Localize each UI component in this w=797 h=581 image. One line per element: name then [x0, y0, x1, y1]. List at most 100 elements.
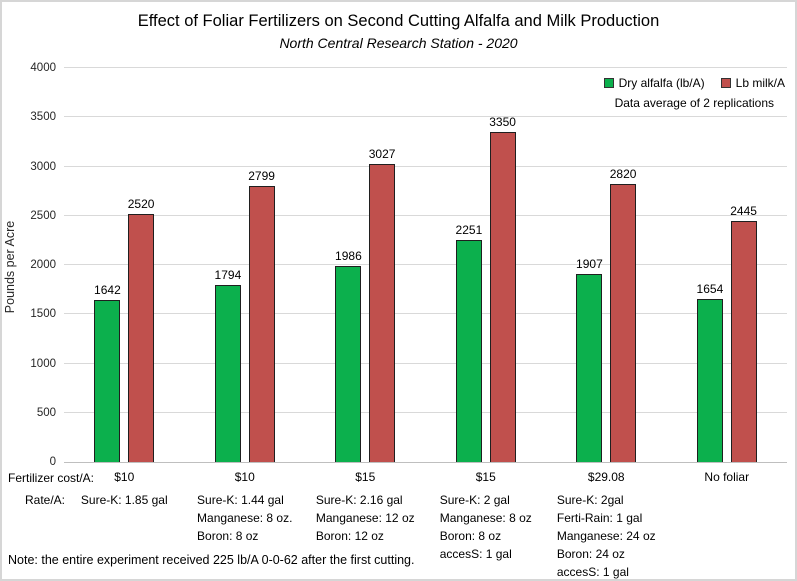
- rate-column: Sure-K: 2gal Ferti-Rain: 1 gal Manganese: …: [546, 491, 667, 579]
- bar-value-label: 1794: [214, 268, 242, 283]
- y-axis-tick-label: 1500: [30, 308, 56, 321]
- gridline: [64, 67, 787, 68]
- gridline: [64, 264, 787, 265]
- rate-details: Sure-K: 2gal Ferti-Rain: 1 gal Manganese: …: [556, 491, 656, 579]
- bar-value-label: 2445: [730, 204, 757, 219]
- category-cost-label: $15: [475, 470, 496, 484]
- y-axis-tick-label: 4000: [30, 62, 56, 74]
- chart-subtitle: North Central Research Station - 2020: [279, 35, 518, 51]
- bar-with-label: 2799: [248, 68, 275, 462]
- legend-label-dry-alfalfa: Dry alfalfa (lb/A): [618, 76, 705, 90]
- gridline: [64, 313, 787, 315]
- footnote: Note: the entire experiment received 225…: [8, 553, 415, 567]
- chart-title: Effect of Foliar Fertilizers on Second C…: [137, 12, 660, 30]
- y-axis-tick-label: 500: [36, 406, 56, 419]
- legend-item-lb-milk: Lb milk/A: [720, 76, 785, 90]
- bar-with-label: 2820: [610, 68, 637, 462]
- bar-group: 2251 3350: [426, 68, 547, 462]
- bar-group: 1654 2445: [667, 68, 788, 462]
- bar-with-label: 1986: [335, 68, 362, 462]
- bar-dry-alfalfa: [576, 274, 603, 462]
- bar-with-label: 3350: [489, 68, 516, 462]
- bar-group: 1642 2520: [64, 68, 185, 462]
- bar-value-label: 3350: [489, 115, 516, 130]
- category-cost-row: $10 $10 $15 $15 $29.08 No foliar: [64, 470, 787, 484]
- rate-column: [667, 491, 788, 579]
- bar-value-label: 1907: [576, 257, 603, 272]
- bar-dry-alfalfa: [335, 266, 362, 462]
- y-axis-tick-label: 3500: [30, 111, 56, 124]
- bar-value-label: 2251: [455, 223, 483, 238]
- bar-with-label: 1654: [696, 68, 724, 462]
- gridline: [64, 165, 787, 167]
- rate-line: Sure-K: 1.85 gal: [80, 493, 168, 507]
- gridline: [64, 116, 787, 118]
- rate-line: Sure-K: 2gal: [556, 493, 624, 507]
- y-axis-tick-label: 2500: [30, 209, 56, 222]
- rate-row-label: Rate/A:: [25, 493, 66, 507]
- cost-row-label: Fertilizer cost/A:: [8, 471, 95, 485]
- bar-with-label: 1907: [576, 68, 603, 462]
- category-cost-label: $29.08: [587, 470, 625, 484]
- legend-swatch-lb-milk-icon: [720, 78, 731, 88]
- rate-column: Sure-K: 2 gal Manganese: 8 oz Boron: 8 oz a…: [426, 491, 547, 579]
- bar-lb-milk: [128, 213, 155, 462]
- bar-group: 1986 3027: [305, 68, 426, 462]
- rate-details: Sure-K: 1.44 gal Manganese: 8 oz. Boron: 8…: [197, 491, 292, 579]
- rate-column: Sure-K: 1.85 gal: [64, 491, 185, 579]
- bar-dry-alfalfa: [214, 285, 241, 462]
- bar-with-label: 1794: [214, 68, 242, 462]
- rate-line: Sure-K: 1.44 gal: [197, 493, 284, 507]
- rate-line: Boron: 24 oz: [556, 547, 625, 561]
- legend: Dry alfalfa (lb/A) Lb milk/A Data averag…: [603, 76, 785, 110]
- rate-line: Sure-K: 2 gal: [439, 493, 510, 507]
- category-cost-label: $15: [355, 470, 376, 484]
- rate-line: Manganese: 24 oz: [556, 529, 656, 543]
- bar-dry-alfalfa: [94, 300, 121, 462]
- y-axis-tick-label: 2000: [30, 259, 56, 271]
- x-axis-line: [64, 462, 787, 463]
- y-axis-tick-label: 3000: [30, 160, 56, 173]
- rate-line: Boron: 8 oz: [439, 529, 502, 543]
- legend-entries: Dry alfalfa (lb/A) Lb milk/A: [603, 76, 785, 90]
- y-axis-tick-label: 0: [49, 456, 56, 468]
- bar-group: 1907 2820: [546, 68, 667, 462]
- gridline: [64, 411, 787, 413]
- rate-details: Sure-K: 2 gal Manganese: 8 oz Boron: 8 oz a…: [439, 491, 532, 579]
- rate-line: accesS: 1 gal: [439, 547, 512, 561]
- category-cost-label: $10: [114, 470, 135, 484]
- rate-line: Manganese: 12 oz: [315, 511, 415, 525]
- rate-column: Sure-K: 1.44 gal Manganese: 8 oz. Boron: 8…: [185, 491, 306, 579]
- plot-area: 1642 2520 1794 2799 1986 3027 2251 3350 1907 2820…: [64, 67, 788, 463]
- bar-group: 1794 2799: [185, 68, 306, 462]
- rate-line: accesS: 1 gal: [556, 565, 629, 579]
- bar-value-label: 1986: [335, 249, 362, 264]
- category-rate-row: Sure-K: 1.85 gal Sure-K: 1.44 gal Manganes…: [64, 491, 788, 579]
- bar-with-label: 2251: [455, 68, 483, 462]
- rate-line: Sure-K: 2.16 gal: [315, 493, 403, 507]
- bar-with-label: 1642: [94, 68, 121, 462]
- bar-lb-milk: [730, 221, 757, 462]
- legend-item-dry-alfalfa: Dry alfalfa (lb/A): [603, 76, 705, 90]
- bar-value-label: 1654: [696, 282, 724, 297]
- bar-lb-milk: [610, 184, 637, 462]
- bar-lb-milk: [489, 132, 516, 462]
- bar-dry-alfalfa: [455, 240, 482, 462]
- legend-annotation: Data average of 2 replications: [614, 96, 775, 110]
- bar-lb-milk: [369, 163, 396, 462]
- bar-dry-alfalfa: [696, 299, 723, 462]
- gridline: [64, 362, 787, 364]
- bar-with-label: 2445: [730, 68, 757, 462]
- rate-line: Boron: 12 oz: [315, 529, 384, 543]
- bar-with-label: 3027: [369, 68, 396, 462]
- rate-line: Boron: 8 oz: [197, 529, 259, 543]
- category-cost-label: $10: [234, 470, 255, 484]
- rate-line: Ferti-Rain: 1 gal: [556, 511, 643, 525]
- rate-line: Manganese: 8 oz: [439, 511, 532, 525]
- bar-value-label: 2799: [248, 169, 275, 184]
- rate-column: Sure-K: 2.16 gal Manganese: 12 oz Boron: 1…: [305, 491, 426, 579]
- y-axis-tick-label: 1000: [30, 357, 56, 370]
- rate-details: Sure-K: 1.85 gal: [80, 491, 168, 579]
- legend-label-lb-milk: Lb milk/A: [735, 76, 785, 90]
